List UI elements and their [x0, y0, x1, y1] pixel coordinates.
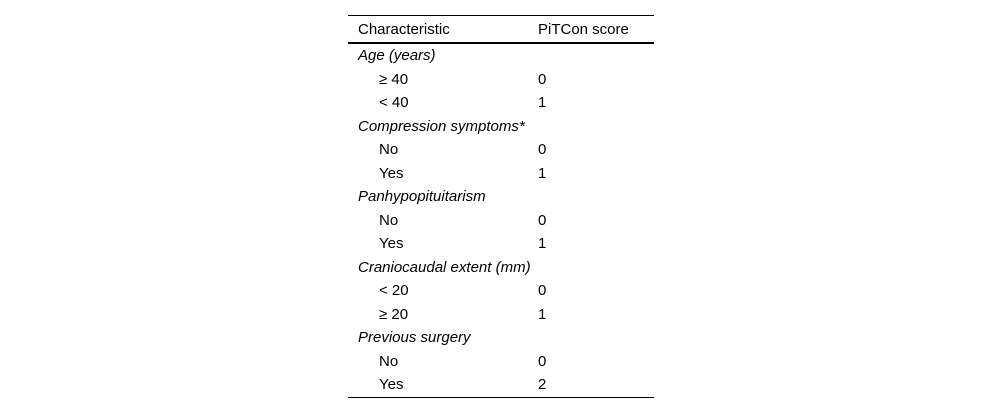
table-row: Yes 1	[348, 232, 654, 256]
item-label: No	[379, 141, 399, 159]
item-label: Yes	[379, 376, 404, 394]
table-row-group: Craniocaudal extent (mm)	[348, 256, 654, 280]
item-label: No	[379, 352, 399, 370]
table-header-row: Characteristic PiTCon score	[348, 16, 654, 44]
item-score: 0	[538, 211, 547, 229]
column-header-characteristic: Characteristic	[358, 20, 450, 38]
table-row-group: Age (years)	[348, 44, 654, 68]
item-score: 1	[538, 305, 547, 323]
table-row: No 0	[348, 209, 654, 233]
item-label: Yes	[379, 235, 404, 253]
table-row-group: Previous surgery	[348, 326, 654, 350]
item-label: < 40	[379, 94, 409, 112]
table-row: < 20 0	[348, 279, 654, 303]
item-score: 1	[538, 164, 547, 182]
item-score: 0	[538, 141, 547, 159]
group-label: Compression symptoms*	[358, 117, 525, 135]
group-label: Previous surgery	[358, 329, 471, 347]
table-row-group: Panhypopituitarism	[348, 185, 654, 209]
item-score: 2	[538, 376, 547, 394]
item-label: < 20	[379, 282, 409, 300]
table-row: < 40 1	[348, 91, 654, 115]
item-label: ≥ 40	[379, 70, 409, 88]
item-score: 0	[538, 70, 547, 88]
item-score: 1	[538, 94, 547, 112]
item-score: 0	[538, 352, 547, 370]
table-row-group: Compression symptoms*	[348, 115, 654, 139]
table-row: ≥ 40 0	[348, 68, 654, 92]
group-label: Panhypopituitarism	[358, 188, 486, 206]
group-label: Craniocaudal extent (mm)	[358, 258, 531, 276]
table-row: No 0	[348, 138, 654, 162]
table-row: ≥ 20 1	[348, 303, 654, 327]
item-label: ≥ 20	[379, 305, 409, 323]
item-label: No	[379, 211, 399, 229]
column-header-pitcon-score: PiTCon score	[538, 20, 629, 38]
table-row: Yes 1	[348, 162, 654, 186]
item-score: 0	[538, 282, 547, 300]
group-label: Age (years)	[358, 47, 436, 65]
pitcon-score-table: Characteristic PiTCon score Age (years) …	[348, 15, 654, 398]
table-row: Yes 2	[348, 373, 654, 397]
item-score: 1	[538, 235, 547, 253]
table-row: No 0	[348, 350, 654, 374]
item-label: Yes	[379, 164, 404, 182]
